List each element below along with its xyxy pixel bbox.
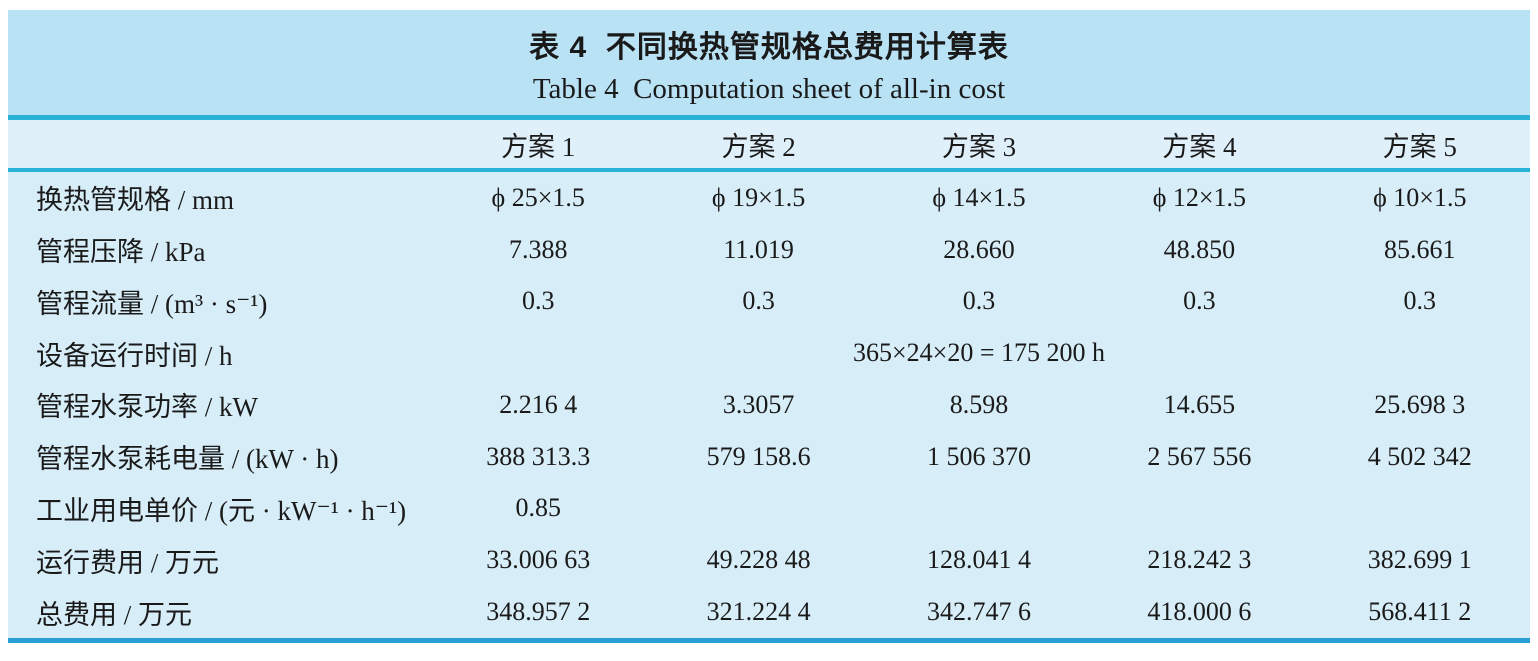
cell-value: 3.3057 [722,389,795,419]
column-header-scheme-4: 方案 4 [1162,131,1237,162]
row-tube-spec: 换热管规格 / mm ϕ 25×1.5 ϕ 19×1.5 ϕ 14×1.5 ϕ … [8,172,1530,224]
row-label: 运行费用 / 万元 [36,547,220,578]
row-label: 总费用 / 万元 [36,599,193,630]
cell-value: 0.3 [521,286,555,316]
cell-value: 0.85 [515,493,561,523]
cell-value: 218.242 3 [1147,545,1252,575]
cell-value: 14.655 [1163,389,1236,419]
cell-value: 7.388 [508,234,568,264]
bottom-rule [8,638,1530,643]
row-pump-power: 管程水泵功率 / kW 2.216 4 3.3057 8.598 14.655 … [8,379,1530,431]
table-title-en: Table 4 Computation sheet of all-in cost [532,72,1006,105]
cell-value: 25.698 3 [1374,389,1466,419]
row-label: 管程水泵耗电量 / (kW · h) [36,444,339,475]
cell-value: 2 567 556 [1147,441,1252,471]
table-title-zh: 表 4 不同换热管规格总费用计算表 [529,30,1009,64]
row-pump-energy: 管程水泵耗电量 / (kW · h) 388 313.3 579 158.6 1… [8,431,1530,483]
cell-value-span: 365×24×20 = 175 200 h [853,338,1105,368]
cell-value: 382.699 1 [1367,545,1472,575]
table-caption: 表 4 不同换热管规格总费用计算表 Table 4 Computation sh… [8,10,1530,115]
table-header-row: 方案 1 方案 2 方案 3 方案 4 方案 5 [8,120,1530,168]
column-header-scheme-2: 方案 2 [721,131,796,162]
table-body: 换热管规格 / mm ϕ 25×1.5 ϕ 19×1.5 ϕ 14×1.5 ϕ … [8,172,1530,638]
cell-value: 0.3 [1183,286,1216,316]
row-total-cost: 总费用 / 万元 348.957 2 321.224 4 342.747 6 4… [8,586,1530,638]
cell-value: ϕ 12×1.5 [1152,182,1247,212]
cell-value: ϕ 10×1.5 [1373,182,1467,212]
cell-value: 321.224 4 [706,597,811,626]
cell-value: 28.660 [943,234,1015,264]
cell-value: 85.661 [1384,234,1456,264]
column-header-scheme-1: 方案 1 [501,131,576,162]
cell-value: 2.216 4 [499,389,578,419]
cell-value: 342.747 6 [926,597,1031,626]
cell-value: ϕ 19×1.5 [711,182,806,212]
cell-value: 579 158.6 [706,441,811,471]
cell-value: 49.228 48 [706,545,811,575]
top-rule [8,115,1530,120]
cell-value: 0.3 [1403,286,1437,316]
cell-value: 568.411 2 [1368,597,1472,626]
row-operating-cost: 运行费用 / 万元 33.006 63 49.228 48 128.041 4 … [8,534,1530,586]
cell-value: 1 506 370 [926,441,1031,471]
row-flow-rate: 管程流量 / (m³ · s⁻¹) 0.3 0.3 0.3 0.3 0.3 [8,276,1530,328]
row-pressure-drop: 管程压降 / kPa 7.388 11.019 28.660 48.850 85… [8,224,1530,276]
row-label: 管程水泵功率 / kW [36,392,258,423]
cell-value: 4 502 342 [1367,441,1472,471]
cell-value: 8.598 [949,389,1009,419]
row-label: 工业用电单价 / (元 · kW⁻¹ · h⁻¹) [36,495,407,526]
row-electricity-price: 工业用电单价 / (元 · kW⁻¹ · h⁻¹) 0.85 [8,483,1530,535]
cell-value: 11.019 [723,234,794,264]
row-label: 管程流量 / (m³ · s⁻¹) [36,288,268,319]
column-header-scheme-3: 方案 3 [941,131,1017,162]
row-label: 换热管规格 / mm [36,185,235,216]
row-operating-time: 设备运行时间 / h 365×24×20 = 175 200 h [8,327,1530,379]
cell-value: 0.3 [962,286,996,316]
cell-value: 388 313.3 [486,441,591,471]
cell-value: ϕ 14×1.5 [932,182,1026,212]
cell-value: 0.3 [742,286,775,316]
row-label: 设备运行时间 / h [36,340,233,371]
cell-value: ϕ 25×1.5 [491,182,585,212]
column-header-scheme-5: 方案 5 [1382,131,1457,162]
cell-value: 33.006 63 [486,545,591,575]
cell-value: 128.041 4 [926,545,1031,575]
row-label: 管程压降 / kPa [36,237,206,268]
cell-value: 48.850 [1163,234,1236,264]
table-figure: 表 4 不同换热管规格总费用计算表 Table 4 Computation sh… [8,10,1530,643]
cell-value: 348.957 2 [486,597,591,626]
cell-value: 418.000 6 [1147,597,1252,626]
mid-rule [8,168,1530,172]
